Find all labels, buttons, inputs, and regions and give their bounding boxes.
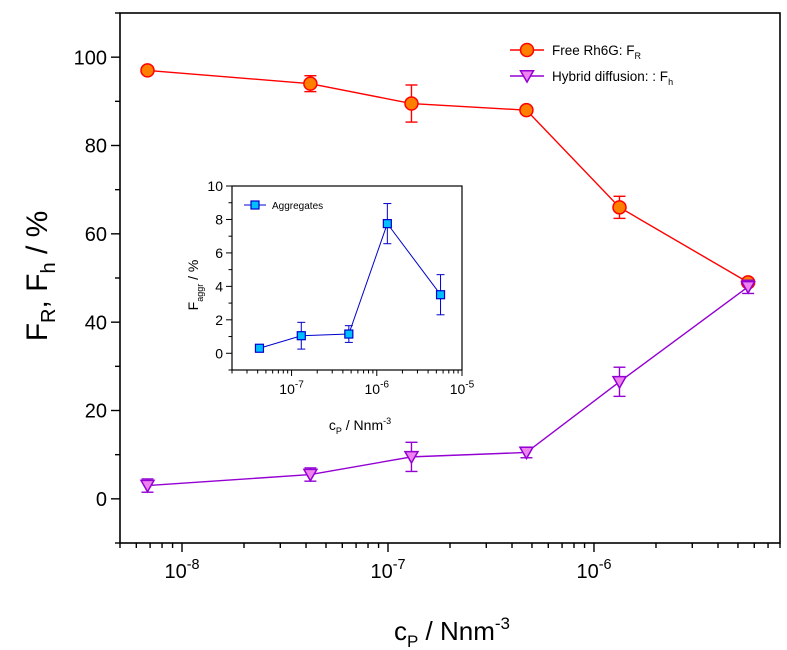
x-axis-label-c: c	[394, 616, 407, 646]
x-tick-base: 10	[450, 381, 466, 397]
inset-y-axis-label-f: F	[185, 302, 201, 311]
y-axis-label-mid: , F	[21, 274, 54, 309]
y-axis-label-tail: / %	[21, 211, 54, 263]
legend: Free Rh6G: FR Hybrid diffusion: : Fh	[510, 42, 673, 87]
data-point	[302, 468, 319, 483]
x-tick-label: 10-5	[450, 380, 475, 397]
inset-legend: Aggregates	[244, 200, 323, 212]
data-point	[140, 63, 155, 78]
legend-marker	[519, 42, 535, 58]
x-tick-exponent: -7	[393, 557, 406, 573]
legend-label-text: Hybrid diffusion: : F	[552, 69, 668, 84]
y-tick-label: 0	[96, 489, 107, 511]
x-axis-label-sub: P	[407, 632, 418, 650]
x-tick-exponent: -6	[599, 557, 612, 573]
legend-label-sub: R	[635, 51, 642, 61]
data-point	[344, 329, 354, 339]
legend-marker	[519, 70, 535, 84]
x-axis-label: cP / Nnm-3	[394, 614, 510, 650]
inset-legend-marker	[250, 200, 260, 210]
inset-y-axis-label-sub: aggr	[195, 284, 205, 302]
y-tick-label: 10	[207, 178, 223, 194]
y-tick-label: 80	[85, 136, 107, 158]
x-tick-base: 10	[164, 561, 186, 583]
y-axis-label-sub-h: h	[38, 262, 60, 273]
inset-x-axis-label-sub: P	[336, 426, 342, 436]
series-line	[147, 69, 749, 284]
x-tick-base: 10	[576, 561, 598, 583]
legend-label-sub: h	[668, 77, 673, 87]
inset-x-axis-label-unit: / Nnm	[342, 417, 383, 433]
x-tick-exponent: -5	[465, 380, 474, 391]
data-point	[435, 290, 446, 300]
y-axis-label-sub-r: R	[38, 309, 60, 323]
x-tick-exponent: -8	[187, 557, 200, 573]
data-point	[740, 280, 756, 295]
inset-y-axis-label-tail: / %	[185, 260, 201, 284]
legend-label: Hybrid diffusion: : Fh	[552, 69, 673, 87]
data-point	[404, 96, 419, 111]
y-axis-label: FR, Fh / %	[21, 211, 60, 342]
legend-label: Free Rh6G: FR	[552, 43, 642, 61]
x-axis-label-unit: / Nnm	[418, 616, 495, 646]
data-point	[139, 479, 156, 494]
data-point	[382, 219, 392, 229]
y-tick-label: 0	[215, 345, 223, 361]
inset-x-axis-label-sup: -3	[383, 416, 391, 426]
x-tick-label: 10-8	[164, 557, 199, 583]
data-point	[612, 200, 627, 215]
x-tick-base: 10	[370, 561, 392, 583]
series-1	[139, 279, 756, 494]
x-tick-label: 10-6	[365, 380, 390, 397]
y-axis-label-f1: F	[21, 323, 54, 341]
inset-y-axis-label: Faggr / %	[185, 260, 205, 311]
inset-x-axis-label-c: c	[329, 417, 336, 433]
inset-legend-label: Aggregates	[272, 201, 323, 212]
x-tick-label: 10-7	[370, 557, 405, 583]
y-tick-label: 6	[215, 245, 223, 261]
x-tick-label: 10-6	[576, 557, 611, 583]
x-tick-exponent: -7	[295, 380, 304, 391]
data-point	[403, 450, 420, 465]
y-tick-label: 8	[215, 211, 223, 227]
legend-label-text: Free Rh6G: F	[552, 43, 635, 58]
data-point	[303, 76, 318, 91]
x-tick-base: 10	[279, 381, 295, 397]
x-tick-label: 10-7	[279, 380, 304, 397]
series-0	[254, 203, 446, 353]
series-line	[147, 286, 749, 487]
data-point	[518, 446, 535, 461]
x-tick-base: 10	[365, 381, 381, 397]
y-tick-label: 40	[85, 312, 107, 334]
x-axis-label-sup: -3	[495, 614, 510, 633]
y-tick-label: 2	[215, 312, 223, 328]
inset-x-axis-label: cP / Nnm-3	[329, 416, 391, 436]
data-point	[296, 331, 306, 341]
y-tick-label: 20	[85, 401, 107, 423]
plot-frame	[231, 185, 463, 371]
y-tick-label: 4	[215, 278, 223, 294]
y-tick-label: 60	[85, 224, 107, 246]
data-point	[519, 102, 534, 118]
x-tick-exponent: -6	[380, 380, 389, 391]
series-0	[140, 63, 756, 290]
data-point	[611, 375, 628, 390]
y-tick-label: 100	[74, 47, 107, 69]
data-point	[254, 343, 265, 353]
